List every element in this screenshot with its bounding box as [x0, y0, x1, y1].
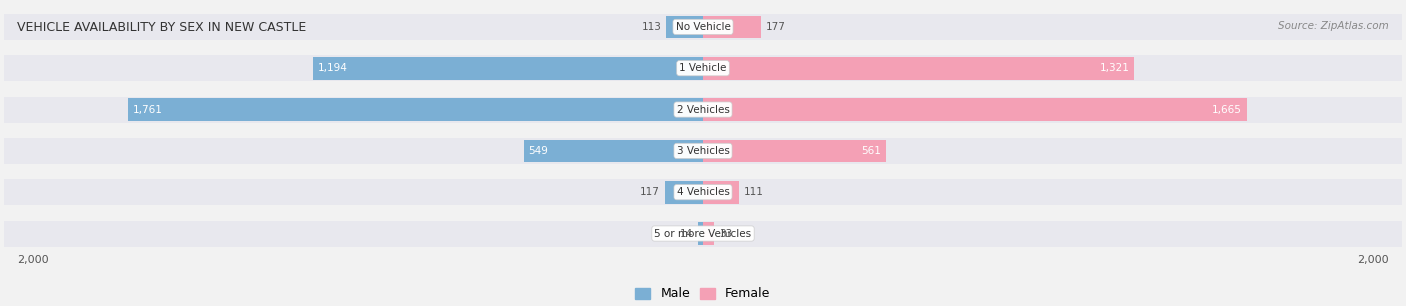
- Text: Source: ZipAtlas.com: Source: ZipAtlas.com: [1278, 21, 1389, 32]
- Bar: [314, 57, 703, 80]
- Text: 561: 561: [862, 146, 882, 156]
- Text: VEHICLE AVAILABILITY BY SEX IN NEW CASTLE: VEHICLE AVAILABILITY BY SEX IN NEW CASTL…: [17, 21, 307, 34]
- Bar: [665, 181, 703, 203]
- Text: 33: 33: [718, 229, 733, 238]
- Text: 117: 117: [640, 187, 659, 197]
- Bar: [703, 57, 1135, 80]
- Bar: [699, 222, 703, 245]
- Text: 1 Vehicle: 1 Vehicle: [679, 63, 727, 73]
- Bar: [4, 55, 1402, 81]
- Text: 1,761: 1,761: [132, 105, 163, 114]
- Text: 2,000: 2,000: [17, 255, 49, 265]
- Legend: Male, Female: Male, Female: [630, 282, 776, 305]
- Text: 14: 14: [681, 229, 693, 238]
- Text: 5 or more Vehicles: 5 or more Vehicles: [654, 229, 752, 238]
- Text: 113: 113: [641, 22, 661, 32]
- Bar: [703, 181, 740, 203]
- Text: 2,000: 2,000: [1357, 255, 1389, 265]
- Bar: [4, 179, 1402, 205]
- Bar: [4, 96, 1402, 123]
- Text: 1,665: 1,665: [1212, 105, 1241, 114]
- Bar: [666, 16, 703, 38]
- Bar: [4, 221, 1402, 247]
- Text: 1,194: 1,194: [318, 63, 347, 73]
- Text: 111: 111: [744, 187, 763, 197]
- Text: 1,321: 1,321: [1099, 63, 1129, 73]
- Text: 3 Vehicles: 3 Vehicles: [676, 146, 730, 156]
- Text: No Vehicle: No Vehicle: [675, 22, 731, 32]
- Bar: [703, 222, 714, 245]
- Bar: [4, 138, 1402, 164]
- Bar: [703, 140, 886, 162]
- Text: 549: 549: [529, 146, 548, 156]
- Bar: [4, 14, 1402, 40]
- Text: 177: 177: [766, 22, 786, 32]
- Text: 2 Vehicles: 2 Vehicles: [676, 105, 730, 114]
- Bar: [128, 98, 703, 121]
- Bar: [703, 98, 1247, 121]
- Bar: [703, 16, 761, 38]
- Text: 4 Vehicles: 4 Vehicles: [676, 187, 730, 197]
- Bar: [523, 140, 703, 162]
